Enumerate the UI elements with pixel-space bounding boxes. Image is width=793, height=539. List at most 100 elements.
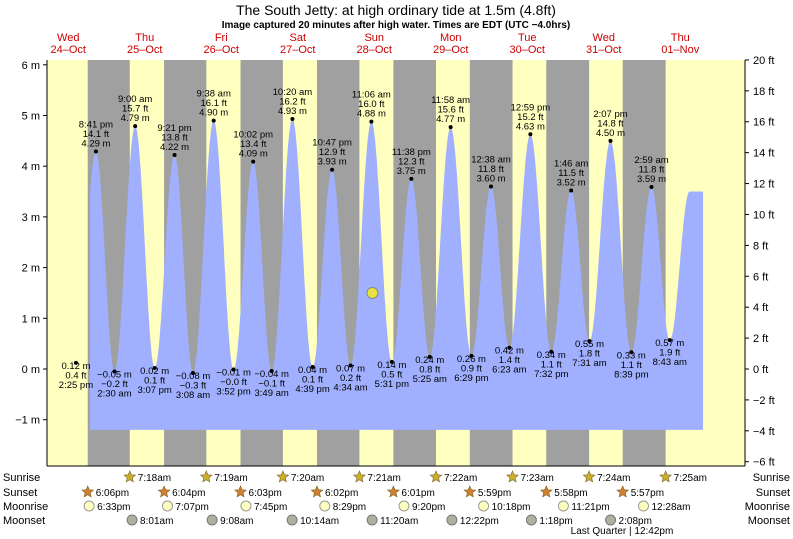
sunrise-time: 7:25am — [674, 473, 707, 484]
tide-event-label: 11.5 ft — [558, 168, 584, 179]
left-tick-label: 1 m — [22, 313, 40, 325]
chart-axes: 6 m 5 m 4 m 3 m 2 m 1 m 0 m −1 m 20 ft 18 ft 16 ft… — [15, 55, 774, 469]
moonset-icon — [446, 514, 458, 526]
tide-event-dot — [427, 354, 432, 359]
tide-event-dot — [448, 125, 453, 130]
sunrise-time: 7:21am — [367, 473, 400, 484]
tide-event-label: 4.79 m — [121, 113, 150, 124]
left-tick-label: 4 m — [22, 161, 40, 173]
tide-event-dot — [269, 369, 274, 374]
day-label-dow: Sat — [289, 32, 306, 44]
tide-event-dot — [569, 188, 574, 193]
day-label-date: 31–Oct — [586, 44, 621, 56]
tide-event-label: 1.1 ft — [541, 359, 562, 370]
tide-event-label: 4:39 pm — [295, 384, 329, 395]
right-tick-label: 18 ft — [753, 86, 774, 98]
tide-event-label: 0.12 m — [61, 361, 90, 372]
day-label-dow: Tue — [518, 32, 537, 44]
tide-event-label: 15.2 ft — [517, 112, 544, 123]
tide-event-label: 0.9 ft — [461, 363, 482, 374]
tide-event-label: 4:34 am — [333, 382, 367, 393]
row-label-right: Moonrise — [745, 501, 790, 513]
right-tick-label: −6 ft — [753, 457, 775, 469]
tide-event-dot — [251, 159, 256, 164]
tide-event-label: 4.93 m — [278, 106, 307, 117]
row-label-left: Sunset — [3, 487, 37, 499]
tide-event-label: 1.4 ft — [499, 355, 520, 366]
tide-event-label: 5:25 am — [413, 374, 447, 385]
tide-event-label: 1.1 ft — [621, 360, 642, 371]
tide-event-label: 0.1 ft — [144, 375, 165, 386]
left-tick-label: 3 m — [22, 212, 40, 224]
sun-moon-rows: Sunrise Sunrise Sunset Sunset Moonrise Moonri… — [3, 470, 790, 537]
tide-event-label: 16.0 ft — [358, 99, 385, 110]
sunset-time: 5:57pm — [631, 488, 664, 499]
tide-event-dot — [549, 349, 554, 354]
tide-event-label: 7:32 pm — [534, 369, 568, 380]
day-label-date: 28–Oct — [357, 44, 392, 56]
row-label-left: Moonset — [3, 515, 45, 527]
tide-event-label: −0.08 m — [176, 371, 211, 382]
tide-event-label: 11:58 am — [431, 95, 470, 106]
tide-event-label: 0.04 m — [298, 365, 327, 376]
tide-event-label: 0.33 m — [617, 350, 646, 361]
tide-event-label: 4.29 m — [81, 138, 110, 149]
moonset-time: 8:01am — [140, 516, 173, 527]
day-label-date: 24–Oct — [51, 44, 86, 56]
sunset-icon — [81, 485, 95, 498]
tide-event-label: 8:43 am — [653, 357, 687, 368]
sunrise-time: 7:24am — [597, 473, 630, 484]
tide-event-label: −0.0 ft — [220, 377, 247, 388]
day-label-dow: Sun — [364, 32, 384, 44]
tide-event-label: 11.8 ft — [478, 164, 504, 175]
tide-event-label: 11.8 ft — [639, 164, 665, 175]
right-tick-label: 2 ft — [753, 333, 768, 345]
right-tick-label: 14 ft — [753, 148, 774, 160]
day-labels: Wed24–OctThu25–OctFri26–OctSat27–OctSun2… — [51, 32, 700, 56]
day-label-dow: Mon — [440, 32, 461, 44]
moonrise-icon — [398, 500, 410, 512]
moonrise-icon — [319, 500, 331, 512]
moonset-icon — [605, 514, 617, 526]
tide-event-label: 0.24 m — [415, 355, 444, 366]
sunset-icon — [539, 485, 553, 498]
moonrise-icon — [161, 500, 173, 512]
moonset-time: 12:22pm — [460, 516, 499, 527]
tide-event-label: 3.75 m — [397, 166, 426, 177]
tide-event-label: 0.4 ft — [65, 370, 86, 381]
tide-event-label: 4.09 m — [239, 149, 268, 160]
right-tick-label: 8 ft — [753, 240, 768, 252]
tide-event-label: 10:47 pm — [312, 138, 352, 149]
tide-event-label: 3.59 m — [637, 174, 666, 185]
day-label-dow: Wed — [57, 32, 79, 44]
sunrise-icon — [506, 470, 519, 483]
moonrise-time: 12:28am — [651, 502, 690, 513]
tide-event-label: 2:07 pm — [593, 109, 627, 120]
tide-event-dot — [152, 365, 157, 370]
tide-event-label: 0.34 m — [537, 350, 566, 361]
tide-event-label: 7:31 am — [572, 358, 606, 369]
tide-event-label: 0.55 m — [575, 339, 604, 350]
sunrise-time: 7:19am — [214, 473, 247, 484]
tide-event-dot — [409, 176, 414, 181]
tide-event-label: 0.42 m — [495, 346, 524, 357]
sunrise-icon — [199, 470, 213, 483]
tide-event-label: 3.52 m — [557, 178, 586, 189]
tide-event-label: 0.2 ft — [340, 373, 361, 384]
sunrise-icon — [429, 470, 443, 483]
moonset-time: 9:08am — [220, 516, 253, 527]
tide-event-dot — [629, 350, 634, 355]
tide-event-label: 0.57 m — [655, 338, 684, 349]
tide-event-label: 3:08 am — [176, 390, 210, 401]
moonrise-icon — [240, 500, 252, 512]
sunset-icon — [616, 485, 630, 498]
tide-event-label: 13.4 ft — [240, 139, 267, 150]
tide-event-label: 3:52 pm — [216, 387, 250, 398]
moonset-icon — [286, 514, 298, 526]
tide-event-dot — [348, 363, 353, 368]
sunset-time: 6:02pm — [325, 488, 358, 499]
sunset-time: 5:59pm — [478, 488, 511, 499]
sunset-time: 6:06pm — [96, 488, 129, 499]
tide-event-label: −0.2 ft — [101, 379, 128, 390]
